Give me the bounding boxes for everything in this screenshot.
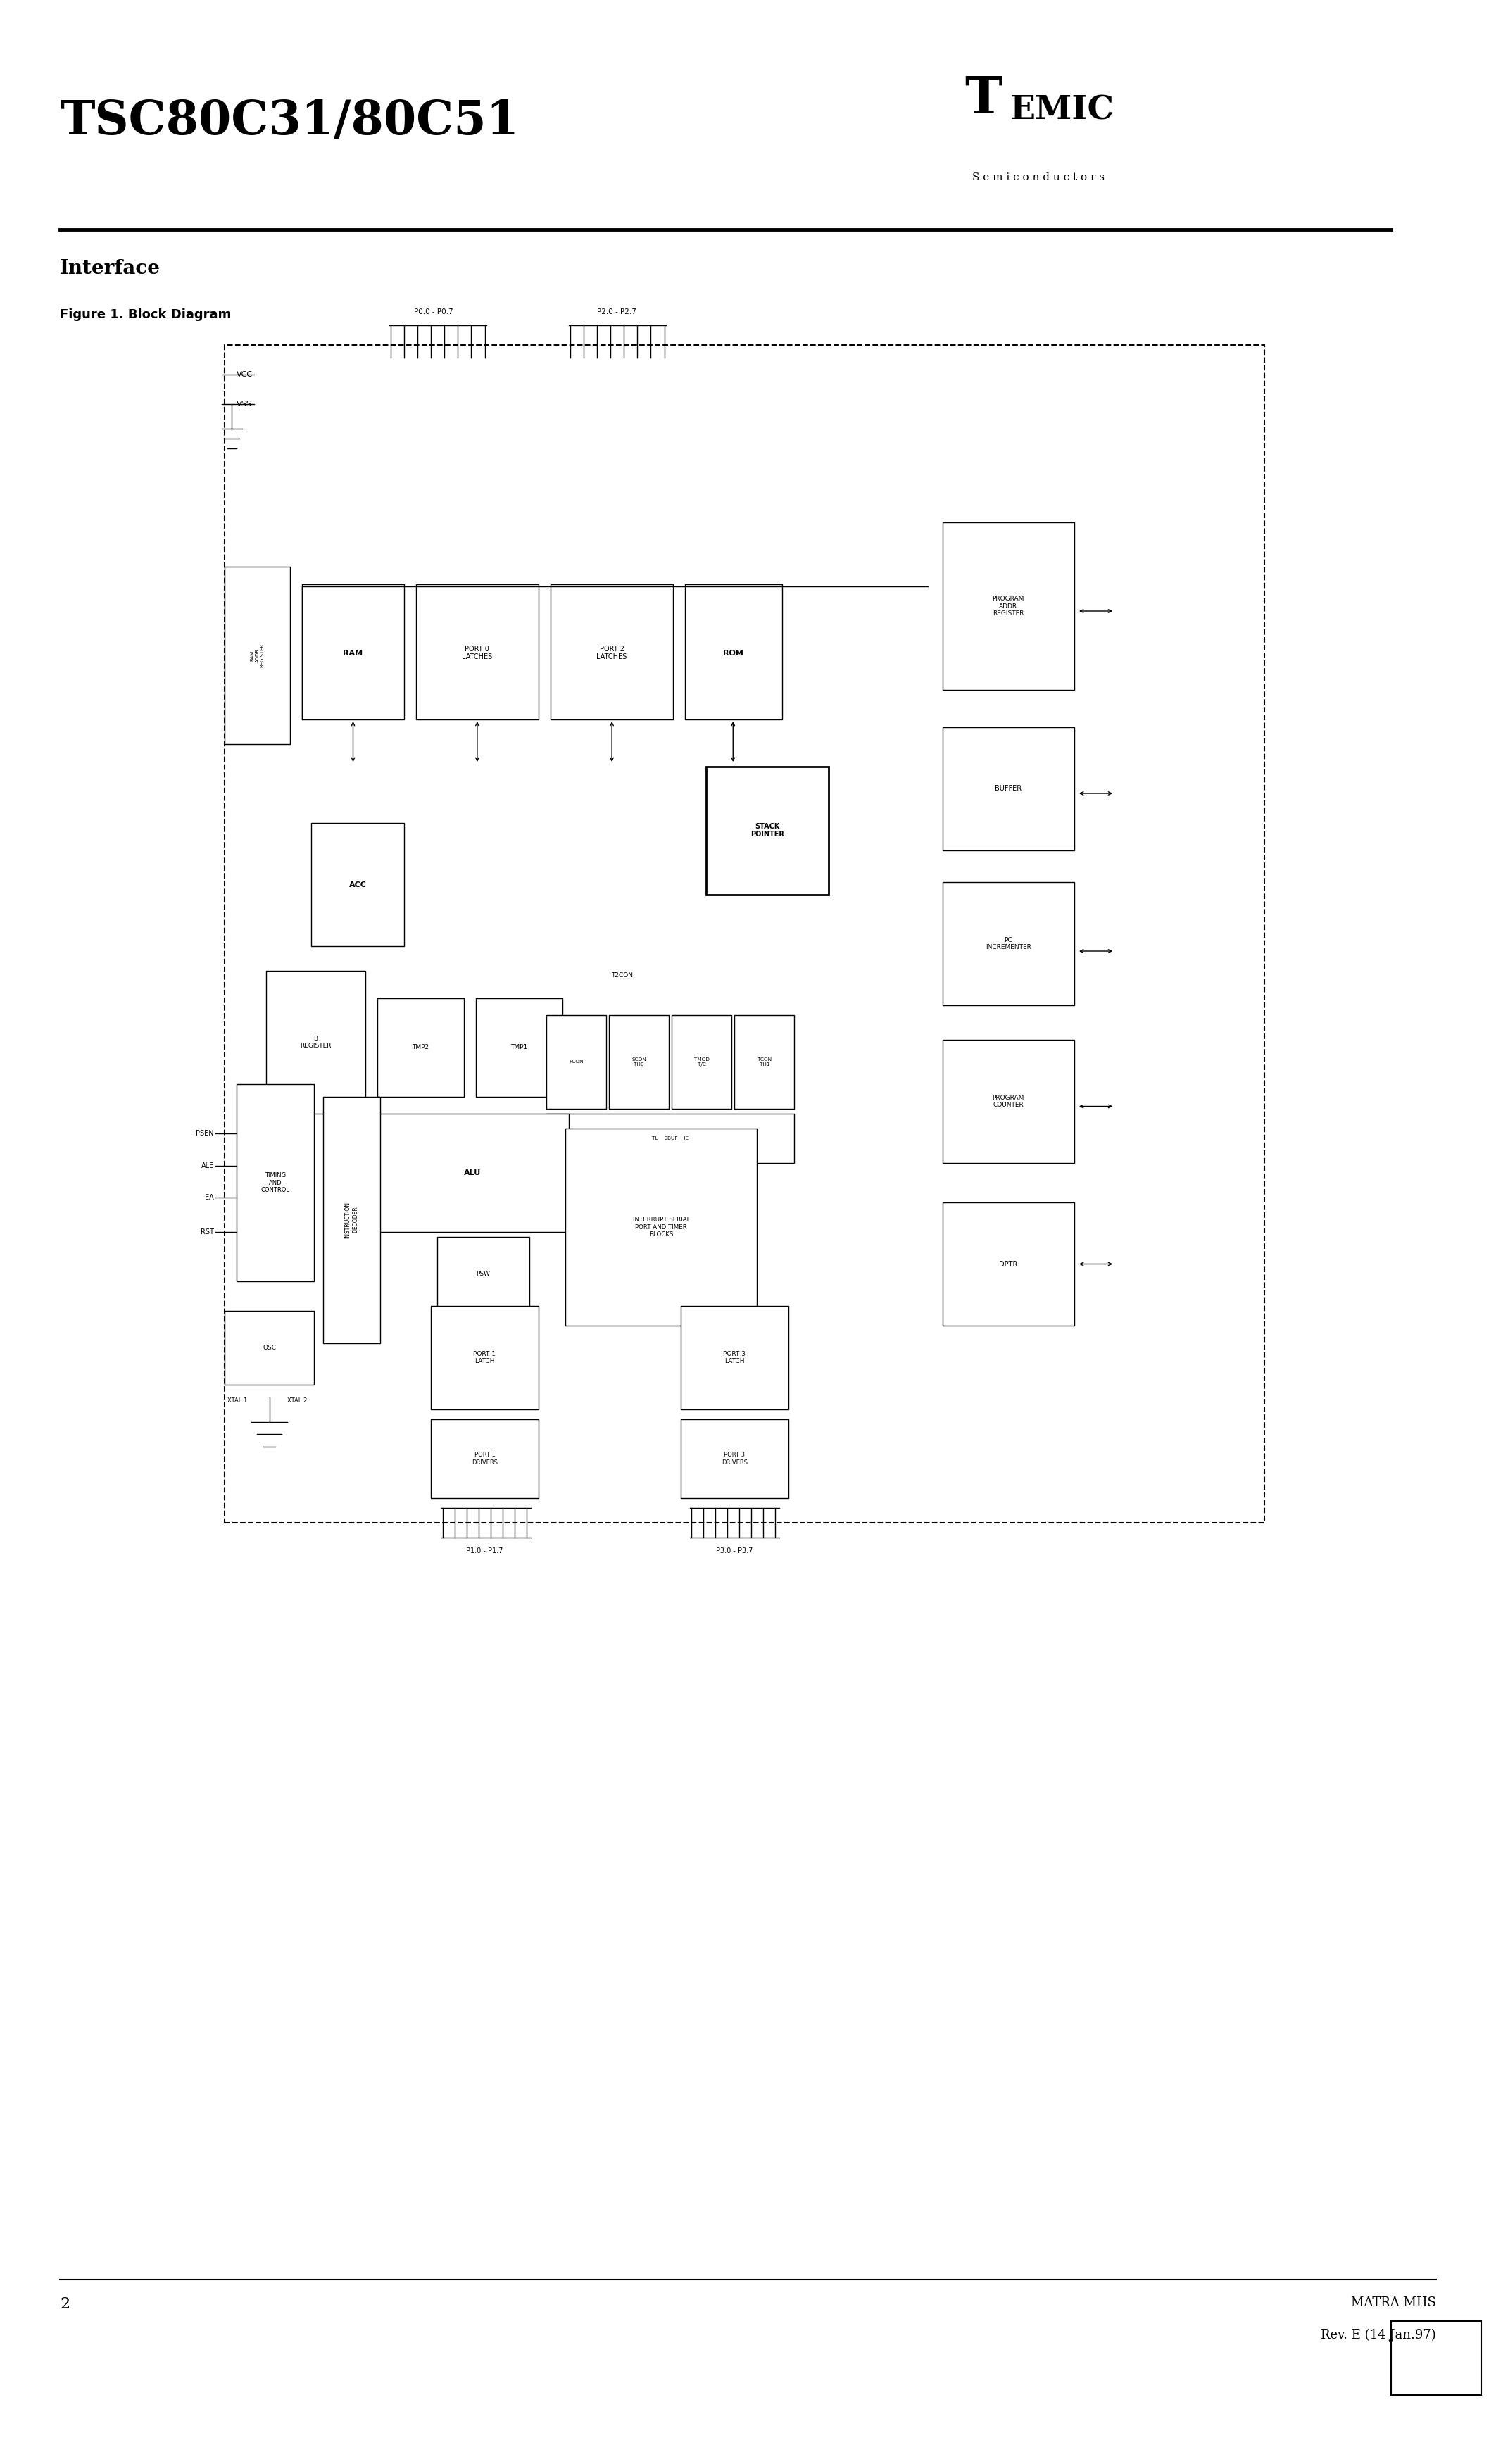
FancyBboxPatch shape [565,1129,757,1326]
FancyBboxPatch shape [942,882,1074,1005]
Text: ALE: ALE [200,1163,214,1168]
Text: EMIC: EMIC [1010,94,1115,126]
Text: OSC: OSC [263,1345,275,1350]
Text: TMP2: TMP2 [411,1045,429,1050]
Text: 2: 2 [60,2296,70,2311]
FancyBboxPatch shape [546,1015,606,1109]
FancyBboxPatch shape [476,998,562,1096]
FancyBboxPatch shape [546,1114,794,1163]
Text: PCON: PCON [568,1060,583,1064]
Text: B
REGISTER: B REGISTER [301,1035,331,1050]
FancyBboxPatch shape [377,998,464,1096]
FancyBboxPatch shape [431,1306,539,1409]
Text: TSC80C31/80C51: TSC80C31/80C51 [60,99,519,145]
FancyBboxPatch shape [706,766,829,894]
FancyBboxPatch shape [672,1015,732,1109]
Text: ROM: ROM [723,650,744,655]
Text: T: T [965,74,1002,123]
Text: PROGRAM
ADDR
REGISTER: PROGRAM ADDR REGISTER [992,596,1025,616]
FancyBboxPatch shape [302,584,404,719]
FancyBboxPatch shape [437,1237,530,1311]
Text: XTAL 2: XTAL 2 [287,1397,307,1404]
FancyBboxPatch shape [681,1419,788,1498]
Text: MATRA MHS: MATRA MHS [1351,2296,1436,2309]
Text: SCON
TH0: SCON TH0 [631,1057,646,1067]
Text: PSEN: PSEN [196,1131,214,1136]
Text: PORT 1
LATCH: PORT 1 LATCH [473,1350,497,1365]
Text: P0.0 - P0.7: P0.0 - P0.7 [414,308,453,315]
Text: TMP1: TMP1 [510,1045,528,1050]
Text: T2CON: T2CON [612,971,633,978]
FancyBboxPatch shape [224,1311,314,1385]
Text: RAM
ADDR
REGISTER: RAM ADDR REGISTER [250,643,265,668]
Text: VSS: VSS [236,402,251,407]
FancyBboxPatch shape [942,1202,1074,1326]
FancyBboxPatch shape [311,823,404,946]
FancyBboxPatch shape [377,1114,568,1232]
Text: Figure 1. Block Diagram: Figure 1. Block Diagram [60,308,230,320]
FancyBboxPatch shape [323,1096,380,1343]
Text: PSW: PSW [476,1271,491,1276]
Text: P3.0 - P3.7: P3.0 - P3.7 [717,1547,752,1555]
Text: INTERRUPT SERIAL
PORT AND TIMER
BLOCKS: INTERRUPT SERIAL PORT AND TIMER BLOCKS [633,1217,690,1237]
Text: PROGRAM
COUNTER: PROGRAM COUNTER [992,1094,1025,1109]
FancyBboxPatch shape [942,522,1074,690]
Text: Interface: Interface [60,259,160,278]
Text: XTAL 1: XTAL 1 [227,1397,247,1404]
Text: PORT 1
DRIVERS: PORT 1 DRIVERS [471,1451,498,1466]
Text: PORT 2
LATCHES: PORT 2 LATCHES [597,646,627,660]
FancyBboxPatch shape [431,1419,539,1498]
FancyBboxPatch shape [551,584,673,719]
FancyBboxPatch shape [416,584,539,719]
Text: PC
INCREMENTER: PC INCREMENTER [986,936,1031,951]
Text: P2.0 - P2.7: P2.0 - P2.7 [597,308,636,315]
Text: ACC: ACC [349,882,367,887]
FancyBboxPatch shape [266,971,365,1114]
FancyBboxPatch shape [609,1015,669,1109]
Text: RST: RST [200,1230,214,1234]
Text: P1.0 - P1.7: P1.0 - P1.7 [467,1547,503,1555]
Text: VCC: VCC [236,372,253,377]
FancyBboxPatch shape [681,1306,788,1409]
Text: PORT 3
LATCH: PORT 3 LATCH [723,1350,747,1365]
Text: TCON
TH1: TCON TH1 [757,1057,772,1067]
Text: ALU: ALU [464,1170,482,1175]
Text: EA: EA [205,1195,214,1200]
Text: TIMING
AND
CONTROL: TIMING AND CONTROL [260,1173,290,1193]
Text: S e m i c o n d u c t o r s: S e m i c o n d u c t o r s [972,172,1104,182]
Text: PORT 0
LATCHES: PORT 0 LATCHES [462,646,492,660]
FancyBboxPatch shape [735,1015,794,1109]
Text: TL    SBUF    IE: TL SBUF IE [652,1136,688,1141]
FancyBboxPatch shape [236,1084,314,1281]
Text: STACK
POINTER: STACK POINTER [751,823,784,838]
FancyBboxPatch shape [942,727,1074,850]
FancyBboxPatch shape [942,1040,1074,1163]
Text: INSTRUCTION
DECODER: INSTRUCTION DECODER [344,1202,359,1237]
Text: Rev. E (14 Jan.97): Rev. E (14 Jan.97) [1321,2328,1436,2341]
Text: TMOD
T/C: TMOD T/C [694,1057,709,1067]
Text: DPTR: DPTR [999,1262,1017,1266]
FancyBboxPatch shape [685,584,782,719]
FancyBboxPatch shape [224,567,290,744]
Text: PORT 3
DRIVERS: PORT 3 DRIVERS [721,1451,748,1466]
Text: BUFFER: BUFFER [995,786,1022,791]
Text: RAM: RAM [343,650,364,655]
